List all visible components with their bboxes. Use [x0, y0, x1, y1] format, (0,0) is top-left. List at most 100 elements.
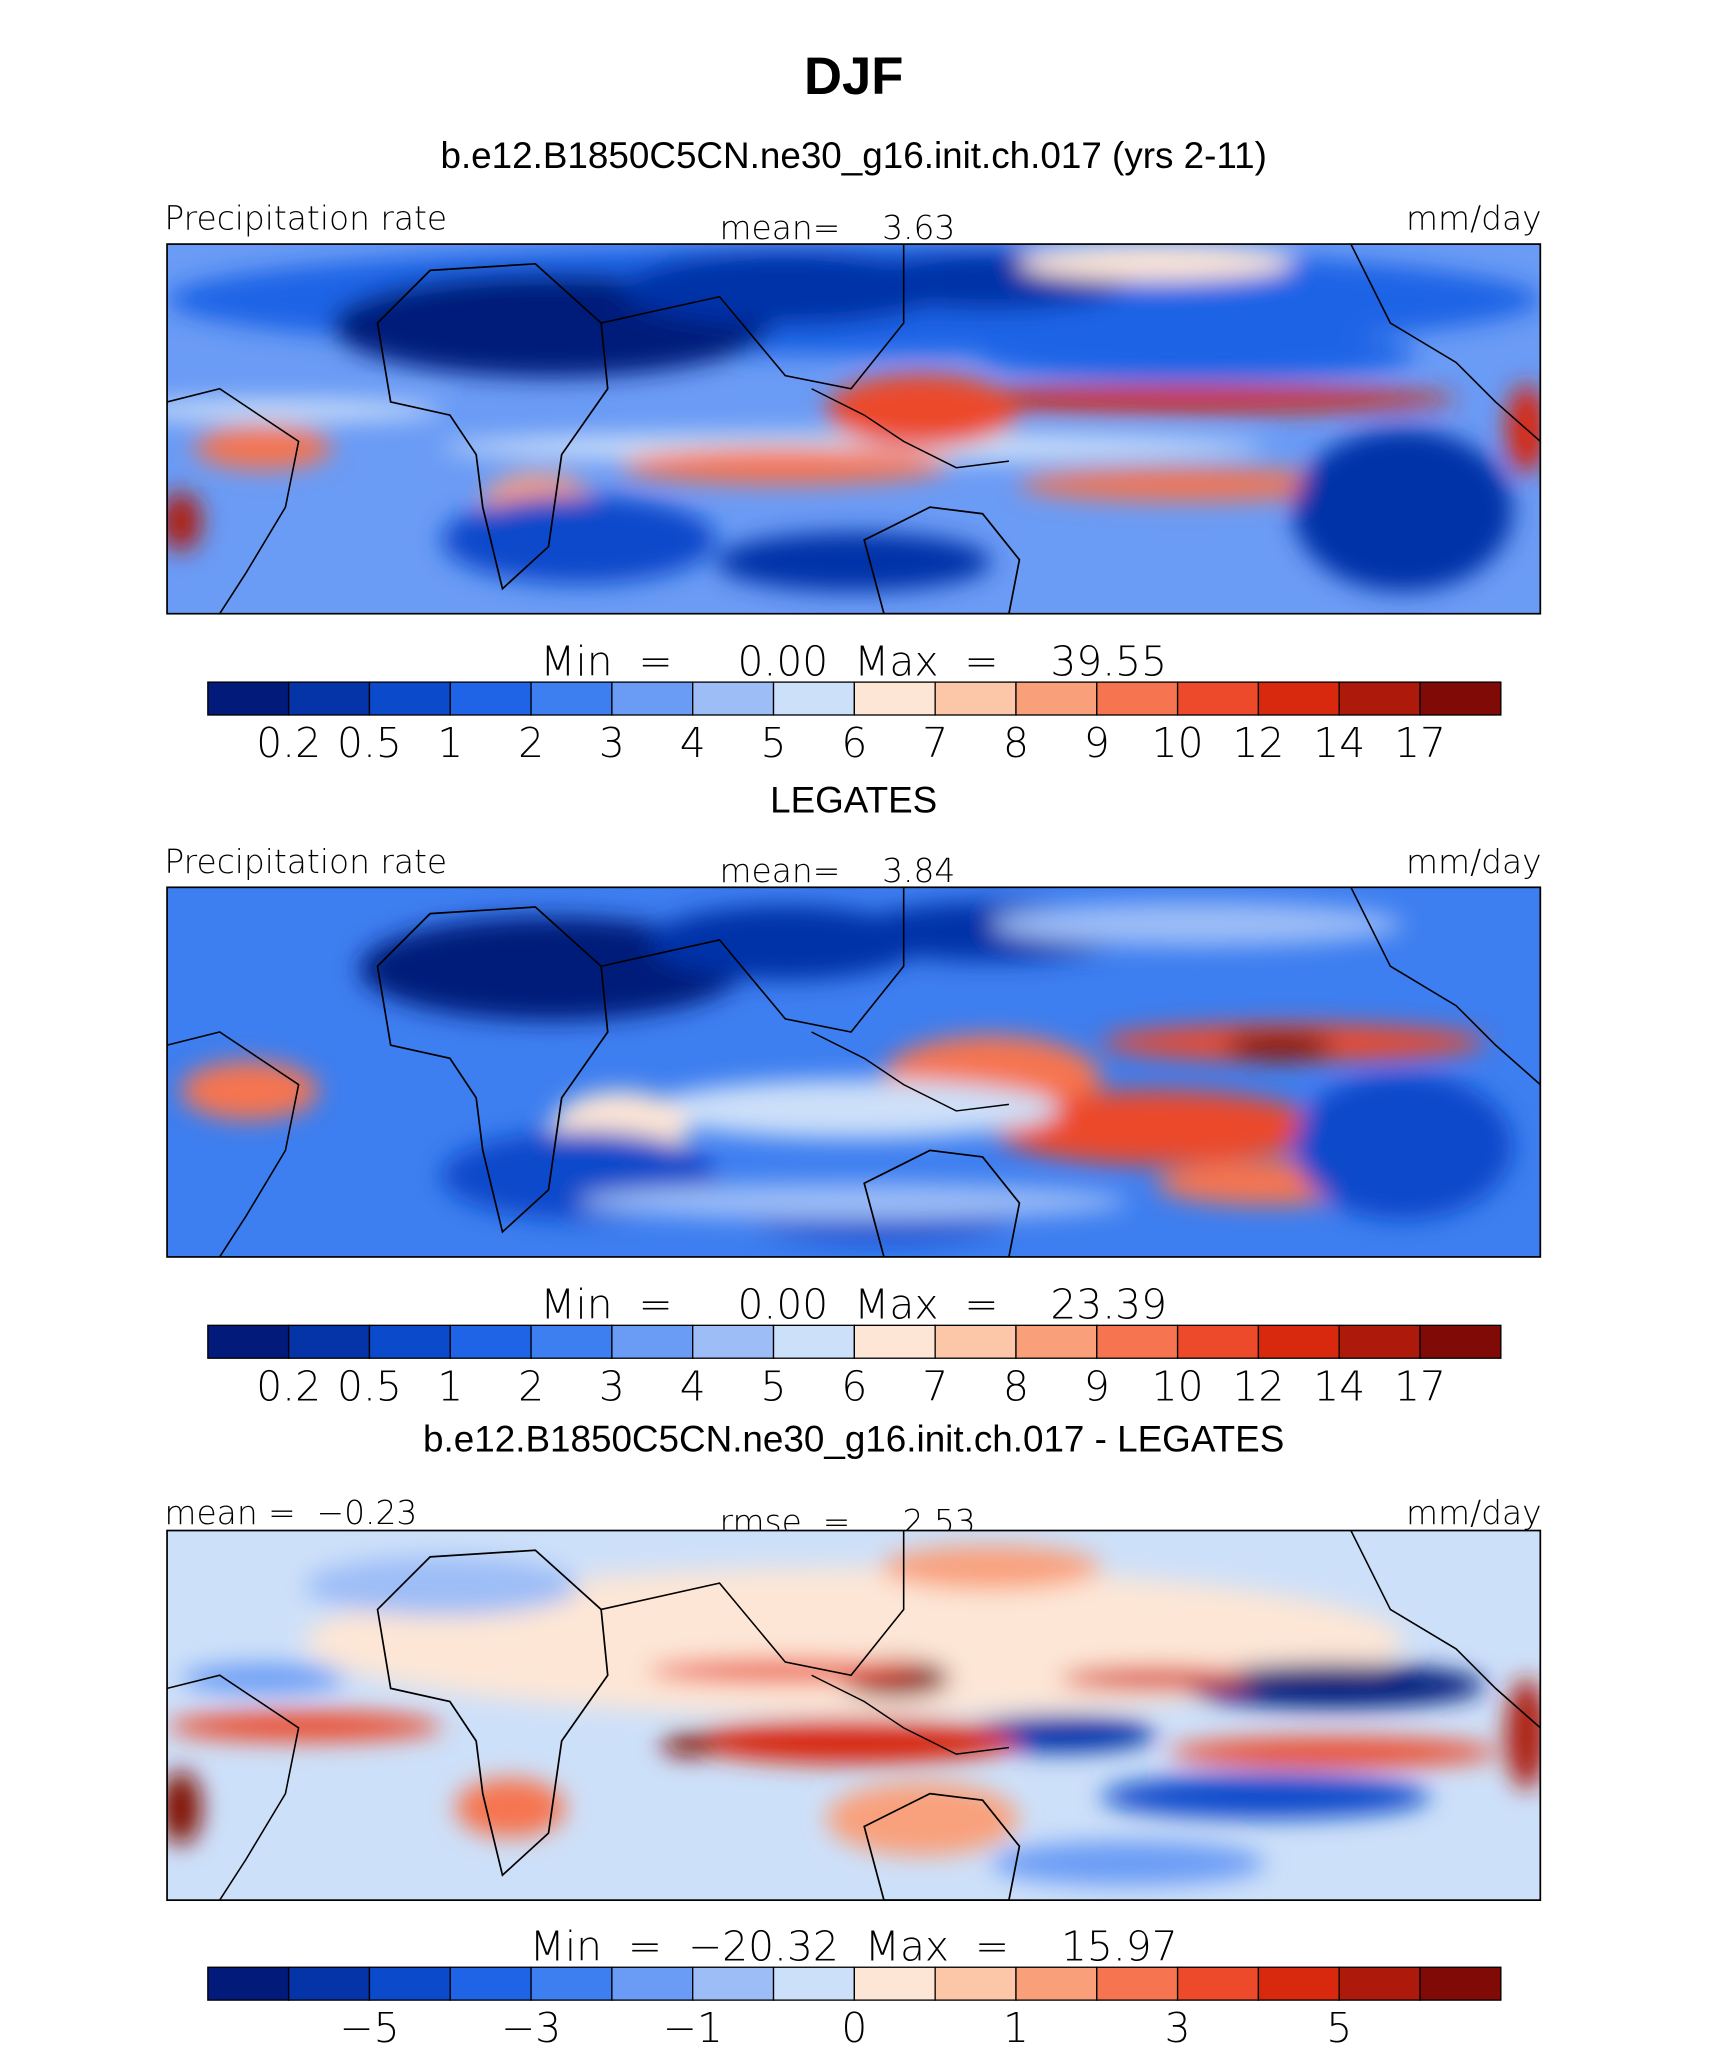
- colorbar-box: [772, 681, 855, 716]
- colorbar-label: −1: [663, 2004, 723, 2052]
- colorbar-label: −5: [339, 2004, 399, 2052]
- colorbar-box: [530, 1966, 613, 2001]
- colorbar-box: [853, 1324, 936, 1359]
- colorbar-box: [368, 681, 451, 716]
- field-contour: [661, 1733, 717, 1757]
- colorbar-box: [692, 1966, 775, 2001]
- colorbar-box: [934, 1324, 1017, 1359]
- left-label: Precipitation rate: [164, 842, 447, 881]
- colorbar-label: 1: [437, 1362, 463, 1410]
- colorbar-box: [934, 1966, 1017, 2001]
- colorbar-label: 3: [599, 719, 625, 767]
- colorbar-label: 10: [1152, 1362, 1204, 1410]
- left-label: Precipitation rate: [164, 199, 447, 238]
- colorbar-label: 1: [1003, 2004, 1029, 2052]
- colorbar-box: [611, 1324, 694, 1359]
- field-contour: [826, 1781, 1019, 1856]
- colorbar-label: 0: [841, 2004, 867, 2052]
- colorbar-label: 5: [761, 1362, 787, 1410]
- field-contour: [1293, 428, 1513, 592]
- colorbar-box: [1419, 1324, 1502, 1359]
- field-contour: [167, 1711, 442, 1742]
- map-frame: [166, 1529, 1542, 1902]
- colorbar-box: [692, 681, 775, 716]
- field-contour: [1018, 244, 1294, 282]
- colorbar-box: [1176, 681, 1260, 716]
- colorbar-box: [1257, 1966, 1340, 2001]
- colorbar-label: 12: [1232, 719, 1284, 767]
- colorbar-box: [853, 1966, 936, 2001]
- colorbar-box: [1096, 681, 1179, 716]
- colorbar-label: 17: [1394, 1362, 1446, 1410]
- colorbar-label: 7: [922, 1362, 948, 1410]
- colorbar-box: [1176, 1324, 1260, 1359]
- field-contour: [908, 386, 1458, 413]
- field-contour: [1100, 1774, 1431, 1819]
- colorbar-box: [934, 681, 1017, 716]
- colorbar-label: 5: [1326, 2004, 1352, 2052]
- colorbar-box: [530, 681, 613, 716]
- map-frame: [166, 886, 1542, 1258]
- panel-title: LEGATES: [770, 779, 937, 820]
- field-contour: [977, 329, 1417, 381]
- field-contour: [1183, 1663, 1486, 1708]
- colorbar-label: 14: [1313, 1362, 1365, 1410]
- colorbar-box: [287, 681, 371, 716]
- field-contour: [1018, 467, 1349, 501]
- map-field: [167, 887, 1541, 1257]
- colorbar-box: [611, 681, 694, 716]
- field-contour: [1224, 1033, 1335, 1060]
- field-contour: [1505, 384, 1541, 474]
- colorbar-label: −3: [501, 2004, 561, 2052]
- center-label: mean= 3.84: [720, 851, 956, 890]
- colorbar-label: 3: [1165, 2004, 1191, 2052]
- colorbar-label: 7: [922, 719, 948, 767]
- figure-title: DJF: [804, 47, 903, 106]
- colorbar-label: 0.2: [256, 719, 321, 767]
- map-frame: [166, 243, 1542, 615]
- field-contour: [180, 1663, 346, 1694]
- colorbar-box: [772, 1324, 855, 1359]
- colorbar-label: 0.2: [256, 1362, 321, 1410]
- colorbar-label: 0.5: [337, 719, 402, 767]
- field-contour: [620, 447, 950, 485]
- colorbar-box: [1015, 681, 1098, 716]
- field-contour: [1059, 1667, 1252, 1690]
- min-max-label: Min = 0.00 Max = 23.39: [540, 1281, 1167, 1329]
- field-contour: [304, 1556, 580, 1616]
- colorbar-box: [1015, 1966, 1098, 2001]
- colorbar-box: [530, 1324, 613, 1359]
- field-contour: [991, 902, 1403, 947]
- colorbar-box: [1338, 1966, 1421, 2001]
- units-label: mm/day: [1406, 842, 1542, 881]
- colorbar-box: [207, 1966, 290, 2001]
- colorbar-box: [1257, 681, 1340, 716]
- field-contours: [180, 902, 1513, 1243]
- colorbar-label: 4: [680, 719, 706, 767]
- colorbar-box: [1096, 1324, 1179, 1359]
- colorbar-box: [207, 681, 290, 716]
- map-field: [167, 1530, 1541, 1901]
- colorbar-box: [287, 1966, 371, 2001]
- colorbar-label: 9: [1084, 719, 1110, 767]
- colorbar-box: [207, 1324, 290, 1359]
- map-field: [167, 244, 1541, 614]
- colorbar-label: 10: [1152, 719, 1204, 767]
- field-contour: [167, 1770, 202, 1845]
- field-contour: [1293, 1072, 1513, 1220]
- field-contour: [647, 1079, 1060, 1139]
- colorbar-label: 2: [518, 1362, 544, 1410]
- colorbar-label: 17: [1394, 719, 1446, 767]
- field-contour: [991, 1090, 1321, 1165]
- center-label: mean= 3.63: [720, 208, 956, 247]
- field-contour: [716, 532, 992, 592]
- colorbar-box: [449, 1966, 532, 2001]
- colorbar-box: [611, 1966, 694, 2001]
- units-label: mm/day: [1406, 199, 1542, 238]
- field-contour: [991, 1841, 1266, 1886]
- colorbar-box: [449, 681, 532, 716]
- colorbar-box: [368, 1324, 451, 1359]
- colorbar-label: 8: [1003, 719, 1029, 767]
- colorbar-box: [1015, 1324, 1098, 1359]
